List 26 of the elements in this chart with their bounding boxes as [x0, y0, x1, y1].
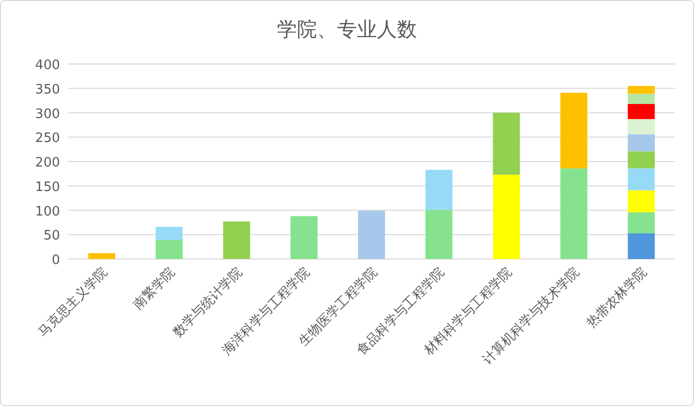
bar — [425, 170, 452, 210]
x-tick-label: 热带农林学院 — [584, 265, 650, 331]
y-tick-label: 400 — [35, 58, 60, 73]
y-tick-label: 250 — [35, 131, 60, 146]
bar — [628, 168, 655, 190]
bar — [628, 233, 655, 259]
bar — [628, 151, 655, 168]
bar — [628, 190, 655, 212]
bar — [628, 94, 655, 104]
bar — [628, 134, 655, 152]
chart-title: 学院、专业人数 — [277, 17, 417, 41]
y-tick-label: 100 — [35, 204, 60, 220]
x-tick-label: 南繁学院 — [130, 265, 178, 313]
bar — [628, 104, 655, 120]
bar — [560, 168, 588, 259]
bar — [156, 240, 183, 259]
bar — [290, 216, 318, 259]
y-tick-label: 200 — [35, 156, 60, 170]
y-tick-label: 150 — [35, 180, 60, 195]
y-tick-label: 300 — [35, 106, 60, 122]
bar — [628, 119, 655, 134]
y-tick-label: 350 — [35, 82, 60, 98]
bar — [156, 226, 183, 240]
bar — [425, 210, 452, 259]
bar — [628, 86, 655, 94]
y-tick-label: 50 — [43, 228, 60, 244]
